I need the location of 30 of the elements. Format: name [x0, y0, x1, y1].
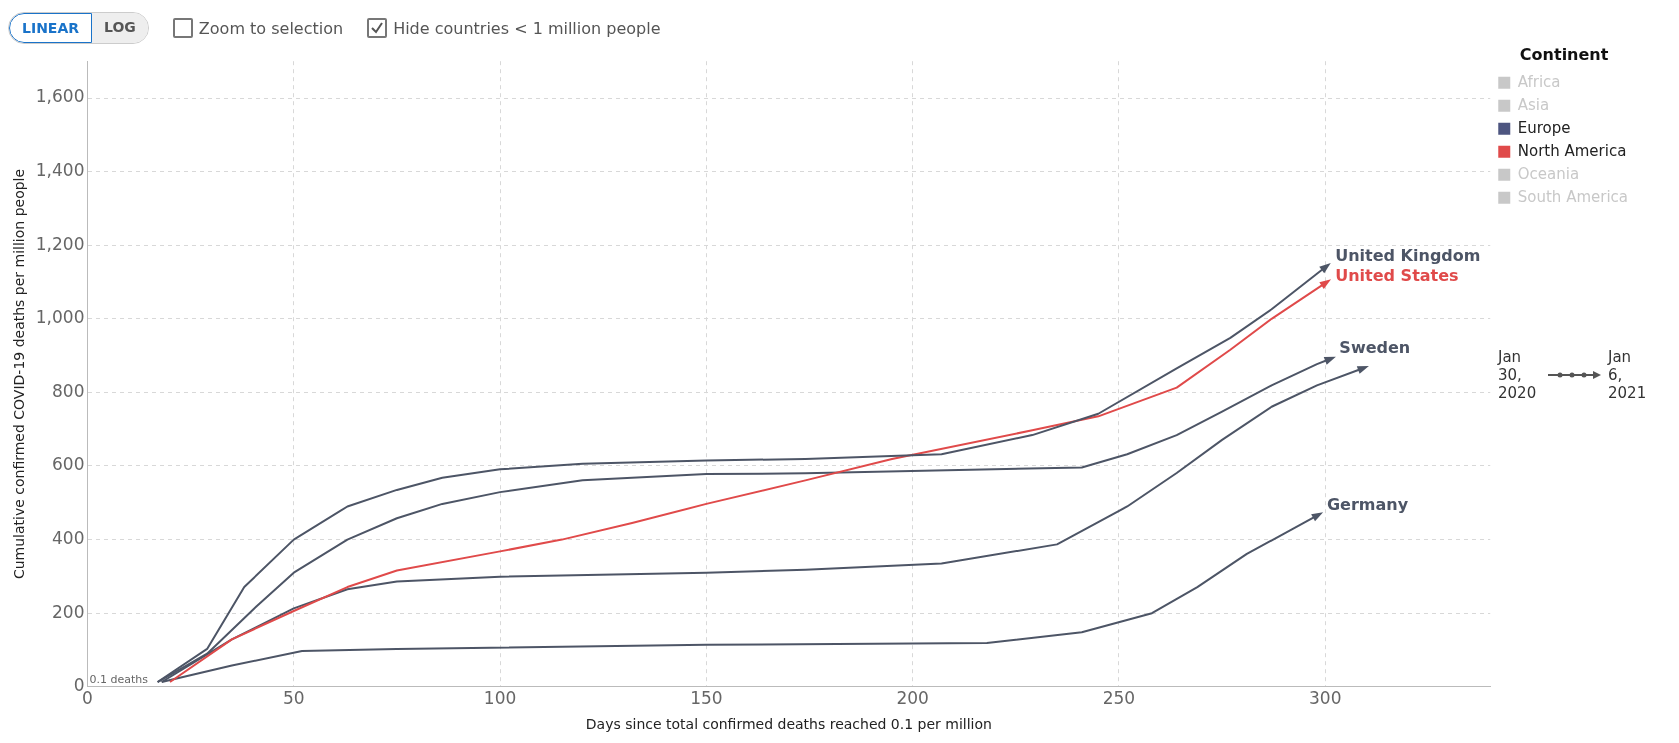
series-label: United Kingdom: [1335, 246, 1481, 266]
y-tick-label: 1,600: [35, 86, 85, 107]
text: Jan 30, 2020: [1498, 348, 1538, 402]
legend-label: Europe: [1517, 118, 1571, 137]
y-axis-title: Cumulative confirmed COVID-19 deaths per million people: [11, 168, 28, 580]
legend-title: Continent: [1519, 45, 1609, 65]
series-label: United States: [1335, 266, 1459, 286]
legend-label: North America: [1517, 141, 1627, 160]
y-tick-label: 1,400: [35, 160, 85, 181]
text: Jan 6, 2021: [1608, 348, 1648, 402]
x-tick-label: 150: [690, 688, 723, 709]
annotation: 0.1 deaths: [89, 672, 149, 686]
x-tick-label: 100: [483, 688, 517, 709]
x-tick-label: 300: [1309, 688, 1342, 709]
y-tick-label: 200: [52, 601, 85, 622]
text: LINEAR: [9, 13, 93, 43]
y-tick-label: 400: [52, 528, 85, 549]
text: Hide countries < 1 million people: [392, 18, 661, 38]
x-tick-label: 200: [896, 688, 929, 709]
text: Zoom to selection: [197, 18, 344, 38]
x-tick-label: 50: [282, 688, 305, 709]
y-tick-label: 1,000: [35, 307, 85, 328]
x-tick-label: 250: [1102, 688, 1136, 709]
series-label: Germany: [1326, 494, 1409, 514]
y-tick-label: 1,200: [35, 233, 85, 254]
y-tick-label: 600: [52, 454, 85, 475]
y-tick-label: 800: [52, 380, 85, 401]
text: LOG: [92, 13, 148, 43]
x-axis-title: Days since total confirmed deaths reached 0.1 per million: [585, 716, 992, 733]
series-label: Sweden: [1339, 338, 1411, 358]
